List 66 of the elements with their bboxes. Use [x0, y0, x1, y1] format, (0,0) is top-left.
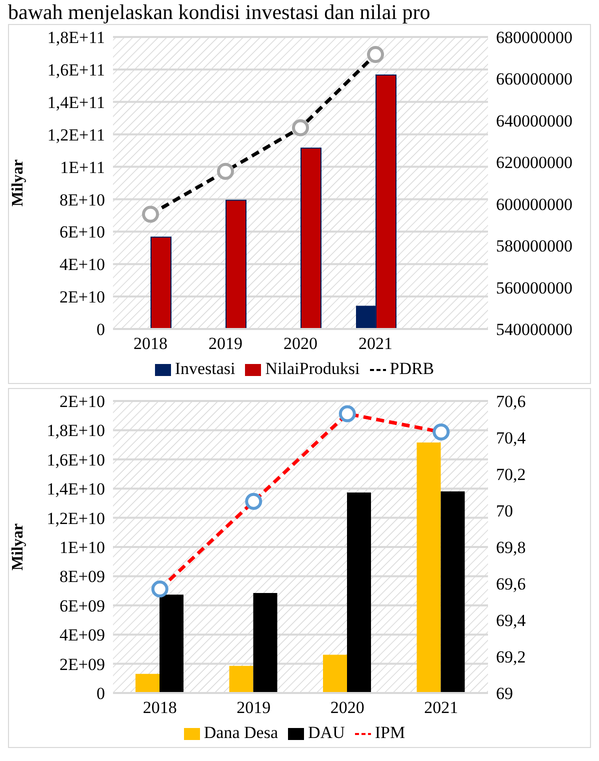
- bar: [226, 200, 246, 329]
- y-tick-label: 1,8E+11: [47, 28, 105, 48]
- x-tick-label: 2021: [358, 334, 392, 354]
- y2-tick-label: 660000000: [496, 70, 572, 89]
- legend-label: Dana Desa: [204, 723, 278, 742]
- y-tick-label: 4E+10: [60, 255, 105, 274]
- legend-label: DAU: [308, 723, 345, 742]
- y-tick-label: 6E+10: [60, 222, 105, 242]
- y2-tick-label: 70,4: [496, 428, 526, 448]
- bar: [300, 148, 322, 329]
- bar: [229, 666, 254, 693]
- bar: [416, 442, 441, 693]
- bar: [440, 491, 465, 693]
- y-axis-title: Milyar: [10, 159, 27, 207]
- y2-tick-label: 70,6: [496, 392, 526, 412]
- y2-tick-label: 70,2: [496, 465, 526, 484]
- x-tick-label: 2020: [284, 334, 318, 354]
- y2-tick-label: 69,2: [496, 648, 526, 667]
- y-tick-label: 6E+09: [60, 596, 105, 616]
- y2-tick-label: 69,6: [496, 574, 526, 594]
- x-tick-label: 2018: [134, 334, 168, 354]
- y-tick-label: 1,2E+10: [46, 508, 105, 528]
- legend-label: PDRB: [390, 359, 434, 378]
- y2-tick-label: 560000000: [496, 278, 572, 298]
- x-tick-label: 2018: [142, 698, 177, 718]
- legend-label: Investasi: [174, 359, 236, 378]
- y-tick-label: 1,6E+10: [46, 450, 105, 470]
- y2-tick-label: 620000000: [496, 153, 572, 172]
- y2-tick-label: 69,4: [496, 611, 526, 630]
- y-tick-label: 1E+11: [60, 158, 105, 177]
- y-tick-label: 1,8E+10: [46, 421, 105, 440]
- bar: [160, 594, 184, 693]
- bar: [253, 592, 278, 693]
- y-tick-label: 4E+09: [60, 626, 105, 645]
- y2-tick-label: 640000000: [496, 111, 572, 130]
- y-tick-label: 8E+09: [60, 567, 105, 586]
- y-tick-label: 2E+09: [60, 654, 105, 674]
- bar: [323, 654, 347, 693]
- y2-tick-label: 580000000: [496, 236, 572, 256]
- bar: [347, 492, 371, 693]
- y2-tick-label: 70: [496, 502, 513, 521]
- x-tick-label: 2021: [424, 698, 458, 718]
- x-tick-label: 2020: [330, 698, 364, 718]
- legend-label: IPM: [374, 723, 406, 742]
- y-axis-title: Milyar: [10, 523, 27, 571]
- text: bawah menjelaskan kondisi investasi dan nilai pro: [8, 0, 432, 24]
- y-tick-label: 2E+10: [60, 288, 105, 307]
- y2-tick-label: 69,8: [496, 538, 526, 558]
- y-tick-label: 0: [96, 684, 105, 704]
- y2-tick-label: 540000000: [496, 320, 572, 340]
- y-tick-label: 0: [96, 320, 105, 340]
- x-tick-label: 2019: [208, 334, 242, 354]
- y-tick-label: 1,4E+11: [47, 92, 105, 112]
- x-tick-label: 2019: [236, 698, 271, 718]
- y-tick-label: 8E+10: [60, 190, 105, 210]
- y-tick-label: 1E+10: [60, 538, 105, 558]
- y-tick-label: 1,6E+11: [47, 60, 105, 80]
- bar: [150, 236, 172, 329]
- y2-tick-label: 69: [496, 684, 513, 704]
- y-tick-label: 1,2E+11: [47, 125, 105, 144]
- y2-tick-label: 680000000: [496, 28, 572, 48]
- legend-label: NilaiProduksi: [265, 359, 360, 378]
- bar: [136, 674, 160, 693]
- y-tick-label: 1,4E+10: [46, 480, 105, 499]
- y-tick-label: 2E+10: [60, 392, 105, 412]
- y2-tick-label: 600000000: [496, 194, 572, 214]
